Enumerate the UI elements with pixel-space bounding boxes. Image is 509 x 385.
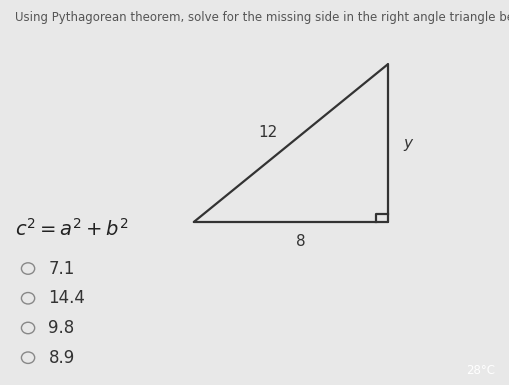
Text: 9.8: 9.8	[48, 319, 74, 337]
Text: 28°C: 28°C	[465, 364, 494, 377]
Text: 14.4: 14.4	[48, 289, 85, 307]
Text: 7.1: 7.1	[48, 259, 75, 278]
Text: y: y	[403, 136, 412, 151]
Text: 12: 12	[258, 125, 277, 140]
Text: 8.9: 8.9	[48, 349, 74, 367]
Text: $c^2 = a^2 + b^2$: $c^2 = a^2 + b^2$	[15, 218, 129, 240]
Text: 8: 8	[296, 234, 305, 249]
Text: Using Pythagorean theorem, solve for the missing side in the right angle triangl: Using Pythagorean theorem, solve for the…	[15, 11, 509, 24]
